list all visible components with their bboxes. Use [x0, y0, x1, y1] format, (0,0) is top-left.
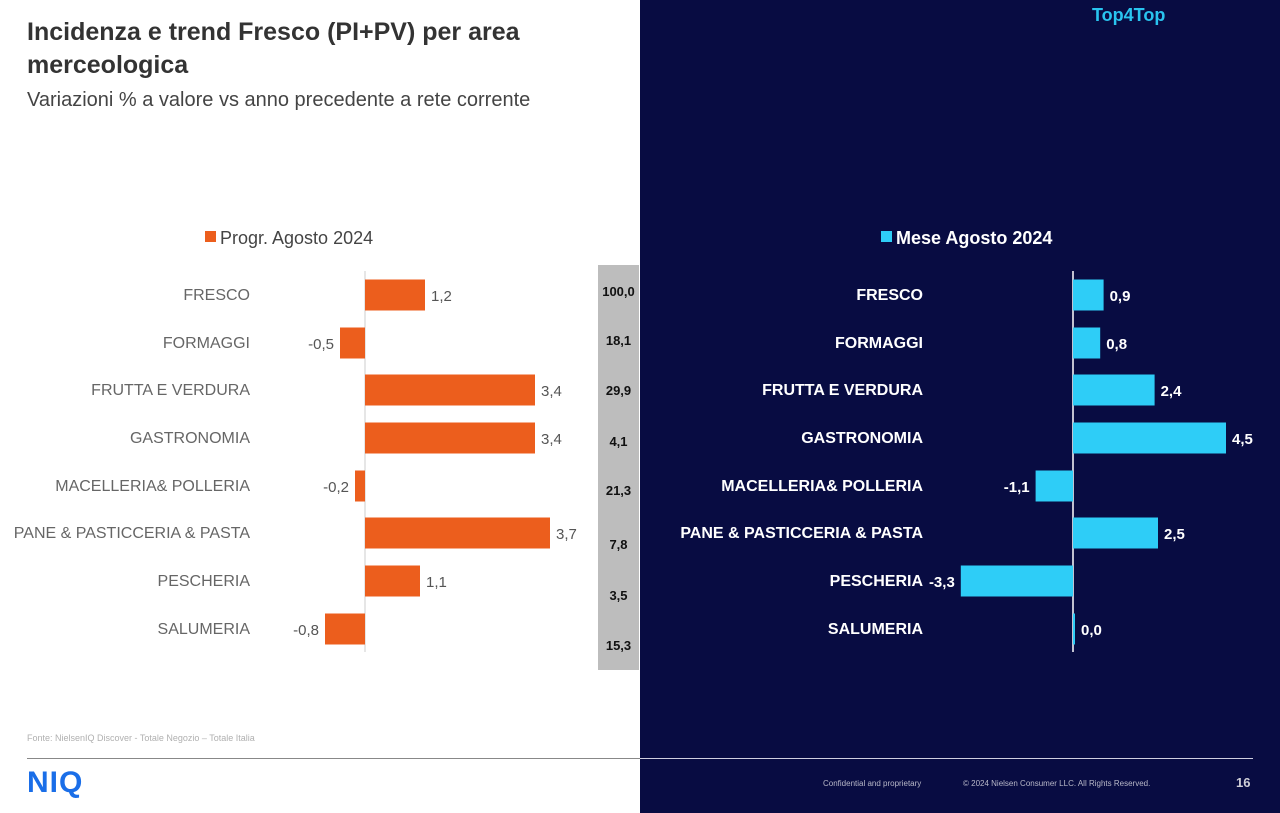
data-label: 3,7 — [556, 526, 577, 543]
category-label: GASTRONOMIA — [801, 430, 923, 447]
category-label: GASTRONOMIA — [130, 430, 250, 447]
footer-rule-right — [640, 758, 1253, 759]
data-label: 2,5 — [1164, 526, 1185, 543]
copyright-note: © 2024 Nielsen Consumer LLC. All Rights … — [963, 779, 1151, 788]
right-panel — [640, 0, 1280, 813]
category-label: PANE & PASTICCERIA & PASTA — [680, 525, 923, 542]
legend-swatch — [881, 231, 892, 242]
bar — [1073, 613, 1075, 645]
footer-rule-left — [27, 758, 640, 759]
data-label: 4,5 — [1232, 431, 1253, 448]
category-label: FRESCO — [183, 287, 250, 304]
bar — [365, 279, 425, 311]
data-label: 1,2 — [431, 288, 452, 305]
bar — [355, 470, 365, 502]
data-label: 3,4 — [541, 431, 562, 448]
data-label: -1,1 — [1004, 479, 1030, 496]
bar — [365, 517, 550, 549]
share-value: 4,1 — [609, 434, 628, 449]
category-label: MACELLERIA& POLLERIA — [721, 478, 923, 495]
share-value: 15,3 — [605, 638, 632, 653]
right-bar-chart: Mese Agosto 2024 FRESCO 0,9 FORMAGGI 0,8 FRUT… — [680, 228, 1253, 652]
share-value: 3,5 — [609, 588, 628, 603]
data-label: 0,0 — [1081, 622, 1102, 639]
category-label: PESCHERIA — [830, 573, 924, 590]
share-value: 18,1 — [605, 333, 632, 348]
category-label: SALUMERIA — [828, 621, 924, 638]
bar — [1073, 327, 1101, 359]
bar — [1073, 279, 1104, 311]
category-label: FRESCO — [856, 287, 923, 304]
page-number: 16 — [1236, 775, 1251, 790]
source-note: Fonte: NielsenIQ Discover - Totale Negoz… — [27, 733, 255, 743]
bar — [1073, 422, 1226, 454]
data-label: -0,5 — [308, 336, 334, 353]
data-label: 0,9 — [1110, 288, 1131, 305]
category-label: PESCHERIA — [158, 573, 251, 590]
share-value: 7,8 — [609, 537, 628, 552]
data-label: 2,4 — [1161, 383, 1183, 400]
category-label: SALUMERIA — [158, 621, 251, 638]
bar — [1035, 470, 1073, 502]
share-value: 100,0 — [602, 284, 635, 299]
page-title: Incidenza e trend Fresco (PI+PV) per are… — [27, 18, 520, 79]
bar — [340, 327, 365, 359]
share-value: 21,3 — [605, 483, 632, 498]
category-label: FRUTTA E VERDURA — [91, 382, 250, 399]
category-label: PANE & PASTICCERIA & PASTA — [14, 525, 251, 542]
data-label: -0,2 — [323, 479, 349, 496]
bar — [365, 374, 535, 406]
category-label: FORMAGGI — [163, 335, 250, 352]
share-column — [598, 265, 639, 670]
category-label: FORMAGGI — [835, 335, 923, 352]
left-panel — [0, 0, 640, 813]
bar — [365, 422, 535, 454]
legend-label: Progr. Agosto 2024 — [220, 228, 373, 248]
category-label: FRUTTA E VERDURA — [762, 382, 923, 399]
page-subtitle: Variazioni % a valore vs anno precedente… — [27, 89, 531, 111]
legend-swatch — [205, 231, 216, 242]
category-label: MACELLERIA& POLLERIA — [55, 478, 250, 495]
brand-tag: Top4Top — [1092, 5, 1166, 25]
data-label: -0,8 — [293, 622, 319, 639]
bar — [1073, 374, 1155, 406]
data-label: 3,4 — [541, 383, 562, 400]
bar — [365, 565, 420, 597]
data-label: 0,8 — [1106, 336, 1127, 353]
bar — [960, 565, 1073, 597]
data-label: -3,3 — [929, 574, 955, 591]
data-label: 1,1 — [426, 574, 447, 591]
legend-label: Mese Agosto 2024 — [896, 228, 1052, 248]
bar — [325, 613, 365, 645]
niq-logo: NIQ — [27, 766, 84, 799]
confidential-note: Confidential and proprietary — [823, 779, 922, 788]
left-bar-chart: Progr. Agosto 2024 FRESCO 1,2 FORMAGGI -0,5 F… — [14, 228, 577, 652]
share-value: 29,9 — [605, 383, 632, 398]
bar — [1073, 517, 1158, 549]
